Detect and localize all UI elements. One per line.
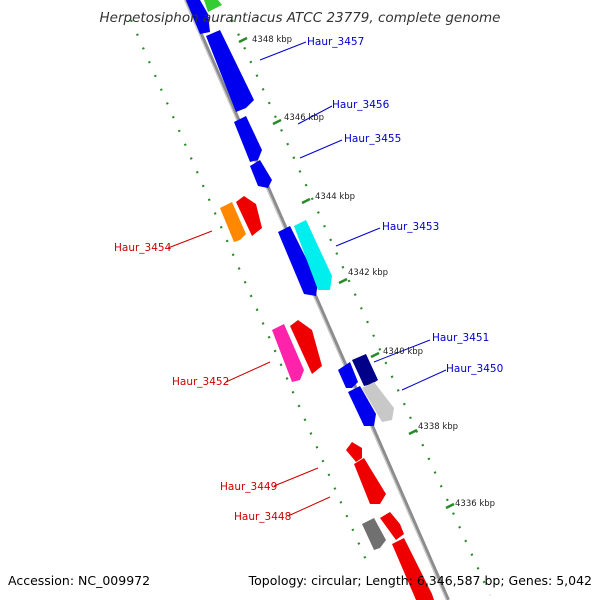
- gene-feature-top-blue: [186, 0, 210, 34]
- kbp-label: 4344 kbp: [315, 192, 355, 202]
- gene-feature-green: [204, 0, 222, 12]
- major-ticks: [238, 36, 455, 510]
- gene-label-haur-3454[interactable]: Haur_3454: [114, 242, 172, 254]
- reverse-leader-lines: [167, 230, 331, 517]
- gene-feature-haur-3456: [234, 116, 262, 162]
- outer-tick-track-right: [230, 19, 492, 596]
- genome-summary-text: Topology: circular; Length: 6,346,587 bp…: [248, 573, 592, 588]
- gene-label-haur-3448[interactable]: Haur_3448: [234, 511, 291, 523]
- gene-feature-haur-3451: [338, 362, 358, 388]
- map-title: Herpetosiphon aurantiacus ATCC 23779, co…: [100, 10, 501, 26]
- gene-feature-red-3452b: [290, 320, 322, 374]
- kbp-label: 4336 kbp: [455, 499, 495, 509]
- gene-feature-haur-3449-small: [346, 442, 362, 462]
- gene-label-haur-3455[interactable]: Haur_3455: [344, 133, 401, 145]
- gene-label-haur-3452[interactable]: Haur_3452: [172, 376, 229, 388]
- gene-feature-gray-light: [362, 382, 394, 422]
- kbp-label: 4340 kbp: [383, 347, 423, 357]
- genome-backbone: [184, 0, 450, 600]
- gene-label-haur-3451[interactable]: Haur_3451: [432, 332, 489, 344]
- gene-feature-haur-3452: [272, 324, 304, 382]
- kbp-label: 4342 kbp: [348, 268, 388, 278]
- gene-label-haur-3450[interactable]: Haur_3450: [446, 363, 503, 375]
- gene-feature-haur-3455: [250, 160, 272, 188]
- forward-leader-lines: [259, 41, 447, 391]
- gene-label-haur-3453[interactable]: Haur_3453: [382, 221, 439, 233]
- gene-feature-haur-3457: [206, 30, 254, 112]
- gene-feature-haur-3450: [348, 386, 376, 426]
- gene-label-haur-3449[interactable]: Haur_3449: [220, 481, 277, 493]
- accession-text: Accession: NC_009972: [8, 573, 150, 588]
- gene-feature-haur-3448: [362, 518, 386, 550]
- gene-feature-haur-3449: [354, 458, 386, 504]
- gene-feature-red-3448b: [380, 512, 404, 540]
- kbp-label: 4338 kbp: [418, 422, 458, 432]
- gene-label-haur-3456[interactable]: Haur_3456: [332, 99, 390, 111]
- gene-feature-haur-3453: [278, 226, 318, 296]
- gene-label-haur-3457[interactable]: Haur_3457: [307, 36, 364, 48]
- gene-feature-navy: [352, 354, 378, 386]
- kbp-label: 4348 kbp: [252, 35, 292, 45]
- gene-feature-red-bottom: [392, 538, 434, 600]
- gene-feature-cyan: [294, 220, 332, 290]
- gene-feature-haur-3454: [220, 202, 246, 242]
- gene-feature-red-3454b: [236, 196, 262, 236]
- kbp-label: 4346 kbp: [284, 113, 324, 123]
